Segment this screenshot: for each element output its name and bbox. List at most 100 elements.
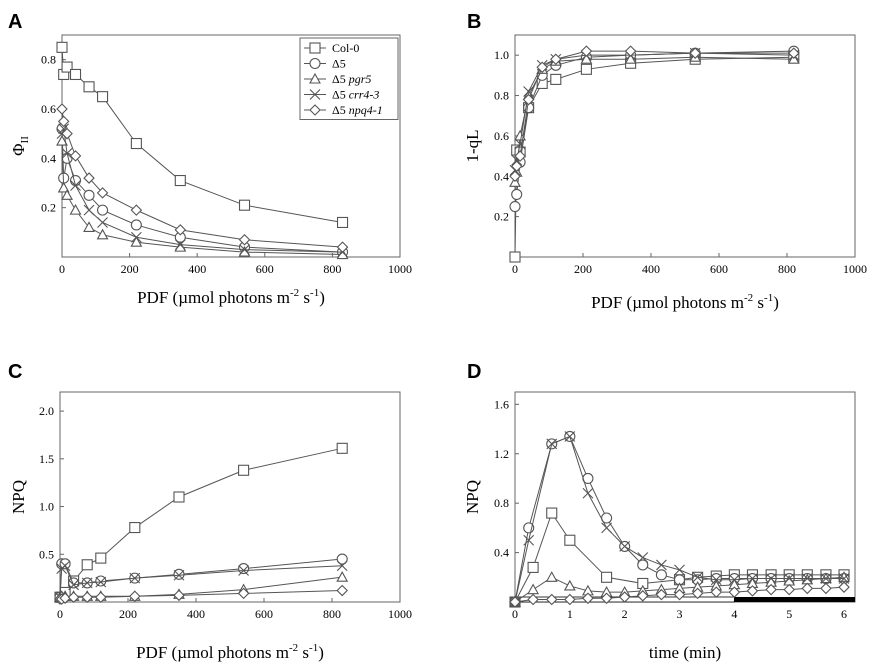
- y-axis-label-part: II: [19, 136, 31, 144]
- diamond-marker-1: [57, 115, 70, 128]
- x-tick-label: 1: [567, 607, 573, 621]
- series-line: [61, 128, 343, 253]
- diamond-marker-8: [237, 587, 250, 600]
- diamond-marker-9: [336, 241, 349, 253]
- triangle-marker-6: [130, 236, 143, 247]
- series-diamond: [56, 103, 349, 253]
- diamond-marker-7: [173, 589, 185, 602]
- series-square: [509, 51, 800, 263]
- series-cross: [509, 431, 850, 608]
- cross-marker-6: [129, 572, 141, 584]
- legend-label-part: pgr5: [346, 72, 372, 86]
- y-axis-label: NPQ: [463, 480, 482, 514]
- x-axis-label-part: -2: [289, 642, 298, 654]
- circle-marker-8: [238, 563, 250, 575]
- cross-marker-7: [173, 569, 185, 581]
- cross-marker-11: [710, 574, 722, 586]
- square-marker-9: [336, 442, 348, 454]
- y-tick-label: 1.0: [39, 500, 54, 514]
- diamond-marker-5: [550, 53, 562, 65]
- square-marker-2: [546, 507, 558, 519]
- diamond-marker-7: [624, 45, 637, 57]
- y-axis-label: NPQ: [9, 480, 28, 514]
- square-marker-1: [527, 561, 539, 573]
- y-tick-label: 1.6: [494, 397, 509, 411]
- series-line: [61, 108, 343, 248]
- cross-marker-1: [523, 534, 535, 546]
- legend-entry: Δ5 npq4-1: [304, 103, 383, 117]
- diamond-marker-18: [838, 581, 850, 593]
- cross-marker-5: [97, 217, 108, 228]
- circle-marker-1: [511, 188, 523, 200]
- dark-period-bar: [734, 597, 855, 602]
- x-axis-label-part: PDF (µmol photons m: [591, 293, 744, 312]
- cross-marker-2: [61, 148, 73, 159]
- x-axis-label-part: s: [299, 288, 310, 307]
- cross-marker-9: [674, 564, 685, 576]
- diamond-marker-16: [801, 582, 814, 595]
- cross-marker-8: [656, 559, 667, 571]
- legend-label-part: Δ5: [332, 57, 346, 71]
- chart-panel-c: 0 200 400 600 800 1000 0.5 1.0 1.5 2.0 PDF (µmol p…: [9, 391, 412, 662]
- square-marker-6: [580, 63, 592, 75]
- x-tick-label: 600: [710, 262, 728, 276]
- x-axis-label-part: ): [773, 293, 779, 312]
- circle-marker-5: [97, 204, 109, 216]
- triangle-marker-5: [96, 228, 109, 240]
- cross-marker-17: [820, 573, 832, 584]
- triangle-marker-9: [336, 571, 349, 582]
- triangle-marker-2: [61, 189, 74, 200]
- legend-label-part: Δ5: [332, 103, 346, 117]
- cross-marker-7: [637, 552, 649, 563]
- series-diamond: [509, 45, 800, 183]
- diamond-marker-5: [600, 592, 613, 605]
- diamond-marker-4: [582, 592, 594, 605]
- x-axis-label: time (min): [649, 643, 721, 662]
- square-marker-3: [564, 534, 576, 546]
- diamond-marker-5: [95, 591, 107, 604]
- plot-frame: [59, 391, 401, 603]
- cross-marker-9: [336, 560, 348, 572]
- square-marker-4: [83, 81, 95, 93]
- x-axis-label-part: s: [753, 293, 764, 312]
- diamond-marker-12: [728, 586, 741, 598]
- x-tick-label: 1000: [388, 607, 412, 621]
- triangle-marker-3: [563, 579, 576, 591]
- y-tick-label: 0.6: [494, 129, 509, 143]
- triangle-marker-3: [69, 204, 82, 215]
- x-tick-label: 4: [731, 607, 737, 621]
- cross-marker-6: [130, 231, 142, 243]
- x-tick-label: 200: [121, 262, 139, 276]
- series-line: [514, 511, 845, 603]
- diamond-marker-4: [81, 591, 93, 604]
- diamond-marker-6: [580, 45, 593, 57]
- cross-marker-legend: [309, 89, 321, 100]
- square-marker-8: [238, 199, 251, 211]
- legend-label: Δ5 crr4-3: [332, 88, 379, 102]
- plot-frame: [514, 34, 856, 258]
- x-tick-label: 800: [323, 262, 341, 276]
- series-line: [61, 128, 343, 253]
- circle-marker-7: [637, 559, 649, 571]
- y-tick-label: 1.5: [39, 452, 54, 466]
- y-tick-label: 2.0: [39, 404, 54, 418]
- diamond-marker-2: [59, 592, 71, 604]
- legend-label: Δ5: [332, 57, 346, 71]
- circle-marker-3: [68, 577, 80, 589]
- square-marker-5: [97, 91, 109, 103]
- cross-marker-3: [68, 579, 79, 591]
- x-axis-label-part: s: [298, 643, 309, 662]
- cross-marker-8: [238, 565, 249, 576]
- diamond-marker-3: [522, 93, 535, 106]
- square-marker-0: [56, 41, 68, 53]
- diamond-marker-0: [509, 596, 521, 608]
- legend-label-part: Δ5: [332, 72, 346, 86]
- diamond-marker-1: [510, 160, 523, 172]
- x-tick-label: 400: [187, 607, 205, 621]
- x-tick-label: 5: [786, 607, 792, 621]
- cross-marker-5: [601, 522, 612, 534]
- chart-panel-b: 0 200 400 600 800 1000 0.2 0.4 0.6 0.8 1.0 PDF (µmo…: [463, 34, 867, 312]
- y-axis-label: 1-qL: [463, 129, 482, 162]
